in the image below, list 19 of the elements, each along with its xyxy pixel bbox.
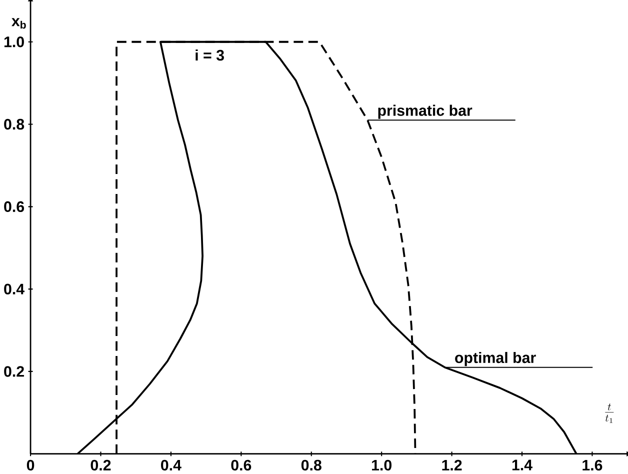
y-axis-title: x$_{b}$ (12, 18, 26, 29)
x-tick-label: 0.4 (161, 460, 182, 471)
x-tick-label: 1.2 (442, 460, 462, 470)
y-tick-label: 1.0 (4, 36, 24, 48)
series-label: optimal bar (455, 352, 536, 366)
x-tick-label: 1.4 (512, 460, 532, 470)
y-tick-label: 0.6 (4, 201, 24, 212)
y-tick-label: 0.4 (4, 284, 24, 294)
y-tick-label: 0.2 (4, 366, 24, 377)
x-tick-label: 0.8 (301, 460, 322, 471)
series-label: prismatic bar (378, 104, 472, 119)
x-axis-title: $\frac{t}{t_1}$ (605, 404, 614, 423)
x-tick-label: 0.6 (231, 460, 252, 471)
x-tick-label: 0.2 (90, 460, 111, 471)
x-tick-label: 1.6 (582, 460, 602, 471)
x-tick-label: 1.0 (372, 460, 392, 471)
annotation: i = 3 (196, 49, 224, 61)
y-tick-label: 0.8 (4, 118, 24, 130)
x-tick-label: 0 (26, 460, 34, 471)
